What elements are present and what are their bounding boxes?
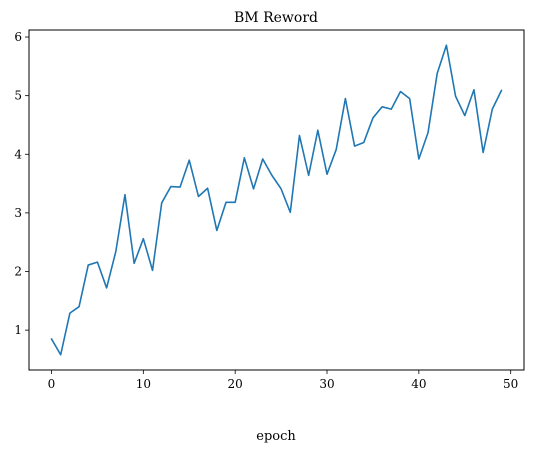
x-tick-label: 50 <box>503 377 518 391</box>
data-point <box>78 306 80 308</box>
data-point <box>115 251 117 253</box>
data-point <box>298 135 300 137</box>
y-tick-label: 3 <box>14 206 22 220</box>
y-tick-label: 6 <box>14 30 22 44</box>
data-point <box>51 338 53 340</box>
y-tick-label: 5 <box>14 89 22 103</box>
data-point <box>491 108 493 110</box>
data-point <box>207 187 209 189</box>
data-point <box>96 261 98 263</box>
data-point <box>317 129 319 131</box>
data-point <box>418 158 420 160</box>
data-point <box>445 44 447 46</box>
data-point <box>243 157 245 159</box>
data-point <box>170 186 172 188</box>
data-point <box>289 211 291 213</box>
x-tick-label: 30 <box>319 377 334 391</box>
data-point <box>142 238 144 240</box>
data-point <box>106 287 108 289</box>
data-point <box>427 132 429 134</box>
data-point <box>152 269 154 271</box>
data-point <box>381 106 383 108</box>
data-point <box>179 186 181 188</box>
series-line <box>50 44 503 356</box>
data-point <box>216 229 218 231</box>
data-point <box>455 95 457 97</box>
data-point <box>399 91 401 93</box>
data-point <box>482 152 484 154</box>
data-point <box>234 201 236 203</box>
y-tick-label: 1 <box>14 323 22 337</box>
data-point <box>363 142 365 144</box>
chart-title: BM Reword <box>234 10 318 26</box>
data-point <box>354 145 356 147</box>
x-tick-label: 0 <box>48 377 56 391</box>
data-point <box>271 174 273 176</box>
data-point <box>225 201 227 203</box>
data-point <box>501 89 503 91</box>
x-tick-label: 10 <box>136 377 151 391</box>
data-point <box>409 98 411 100</box>
data-point <box>280 188 282 190</box>
data-point <box>326 173 328 175</box>
data-point <box>464 115 466 117</box>
x-axis-label: epoch <box>256 429 296 444</box>
data-point <box>473 89 475 91</box>
y-tick-label: 4 <box>14 147 22 161</box>
data-point <box>372 117 374 119</box>
data-point <box>69 312 71 314</box>
y-axis: 1 2 3 4 5 6 <box>14 30 29 337</box>
data-point <box>436 72 438 74</box>
data-point <box>390 108 392 110</box>
data-point <box>262 158 264 160</box>
data-point <box>308 174 310 176</box>
data-point <box>133 262 135 264</box>
data-point <box>335 149 337 151</box>
y-tick-label: 2 <box>14 265 22 279</box>
x-tick-label: 20 <box>228 377 243 391</box>
data-point <box>253 188 255 190</box>
x-tick-label: 40 <box>411 377 426 391</box>
data-point <box>87 264 89 266</box>
data-point <box>161 202 163 204</box>
data-point <box>344 98 346 100</box>
data-point <box>197 195 199 197</box>
x-axis: 0 10 20 30 40 50 <box>48 370 518 391</box>
data-point <box>188 159 190 161</box>
data-point <box>60 354 62 356</box>
plot-area <box>28 29 525 371</box>
data-point <box>124 194 126 196</box>
